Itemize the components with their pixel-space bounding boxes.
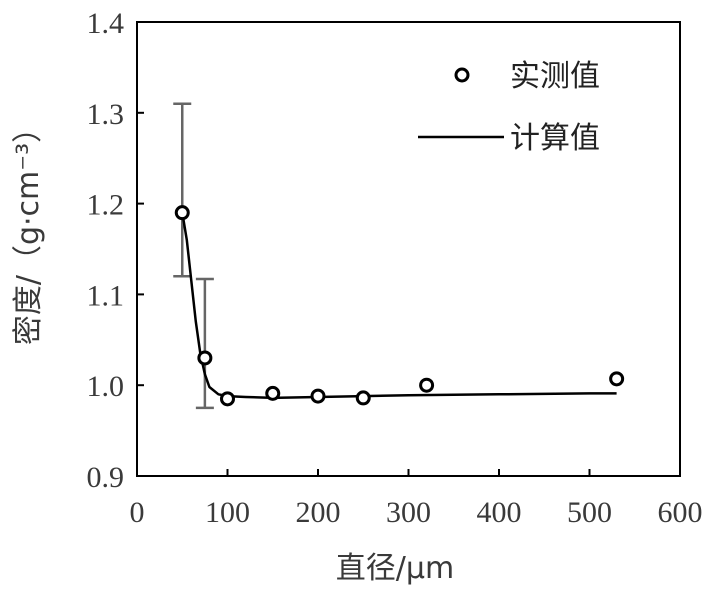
measured-point xyxy=(265,385,281,401)
measured-point xyxy=(220,391,235,407)
error-bars xyxy=(173,102,214,410)
measured-point xyxy=(197,350,213,366)
legend-marker-measured xyxy=(454,67,470,83)
legend-label-measured: 实测值 xyxy=(510,59,600,94)
x-tick-label: 300 xyxy=(386,496,431,529)
y-tick-label: 1.1 xyxy=(87,279,125,312)
x-tick-label: 600 xyxy=(658,496,703,529)
x-axis-title: 直径/μm xyxy=(336,551,454,586)
legend-label-calculated: 计算值 xyxy=(510,121,600,156)
x-tick-label: 500 xyxy=(567,496,612,529)
x-axis: 0 100 200 300 400 500 600 xyxy=(130,469,703,529)
y-axis-title: 密度/（g·cm⁻³） xyxy=(11,113,46,345)
y-axis: 0.9 1.0 1.1 1.2 1.3 1.4 xyxy=(87,7,144,494)
measured-series xyxy=(174,205,625,407)
measured-point xyxy=(609,371,625,387)
measured-point xyxy=(174,205,190,221)
measured-point xyxy=(310,388,326,404)
calculated-series xyxy=(181,212,617,400)
y-tick-label: 1.2 xyxy=(87,189,125,222)
x-tick-label: 0 xyxy=(130,496,145,529)
x-tick-label: 200 xyxy=(296,496,341,529)
calculated-line xyxy=(181,212,617,400)
x-tick-label: 100 xyxy=(205,496,250,529)
y-tick-label: 1.0 xyxy=(87,370,125,403)
y-tick-label: 1.4 xyxy=(87,7,125,40)
y-tick-label: 0.9 xyxy=(87,461,125,494)
measured-point xyxy=(419,377,435,393)
measured-point xyxy=(355,390,371,406)
x-tick-label: 400 xyxy=(477,496,522,529)
y-tick-label: 1.3 xyxy=(87,98,125,131)
legend: 实测值 计算值 xyxy=(418,59,600,156)
